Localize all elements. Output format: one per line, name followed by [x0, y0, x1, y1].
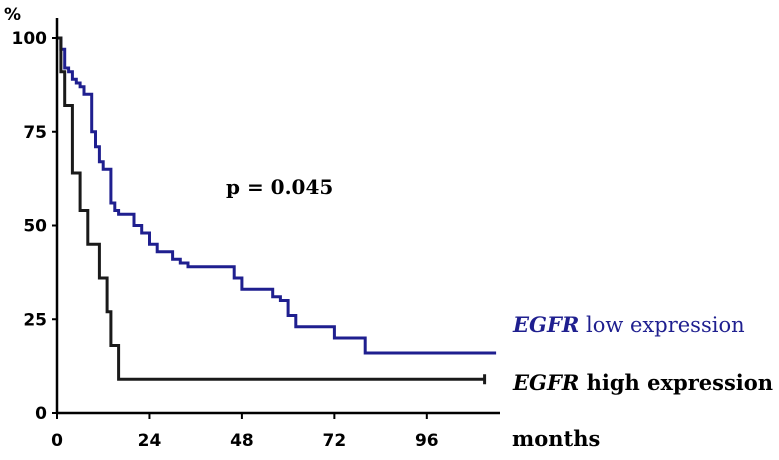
x-tick-label-24: 24 — [138, 431, 162, 451]
y-tick-label-75: 75 — [23, 123, 47, 143]
legend-low-expression: EGFR low expression — [512, 312, 745, 337]
survival-curves — [57, 36, 497, 385]
x-tick-label-0: 0 — [51, 431, 63, 451]
y-tick-label-25: 25 — [23, 310, 47, 330]
x-axis-label: months — [512, 426, 600, 451]
y-axis-label: % — [4, 5, 21, 25]
legend-high-gene: EGFR — [512, 370, 579, 395]
legend-high-expression: EGFR high expression — [512, 370, 773, 395]
legend-high-text: high expression — [579, 370, 773, 395]
x-tick-label-48: 48 — [230, 431, 254, 451]
p-value-annotation: p = 0.045 — [226, 175, 333, 199]
survival-curve-high — [57, 36, 485, 381]
legend-low-text: low expression — [579, 313, 744, 337]
y-tick-label-50: 50 — [23, 217, 47, 237]
legend-low-gene: EGFR — [512, 312, 579, 337]
y-tick-label-100: 100 — [12, 29, 48, 49]
x-tick-label-72: 72 — [323, 431, 347, 451]
x-tick-label-96: 96 — [415, 431, 439, 451]
x-axis-ticks: 0 24 48 72 96 — [51, 413, 439, 451]
y-axis-ticks: 0 25 50 75 100 — [12, 29, 57, 424]
y-tick-label-0: 0 — [35, 404, 47, 424]
survival-curve-low — [57, 36, 497, 355]
